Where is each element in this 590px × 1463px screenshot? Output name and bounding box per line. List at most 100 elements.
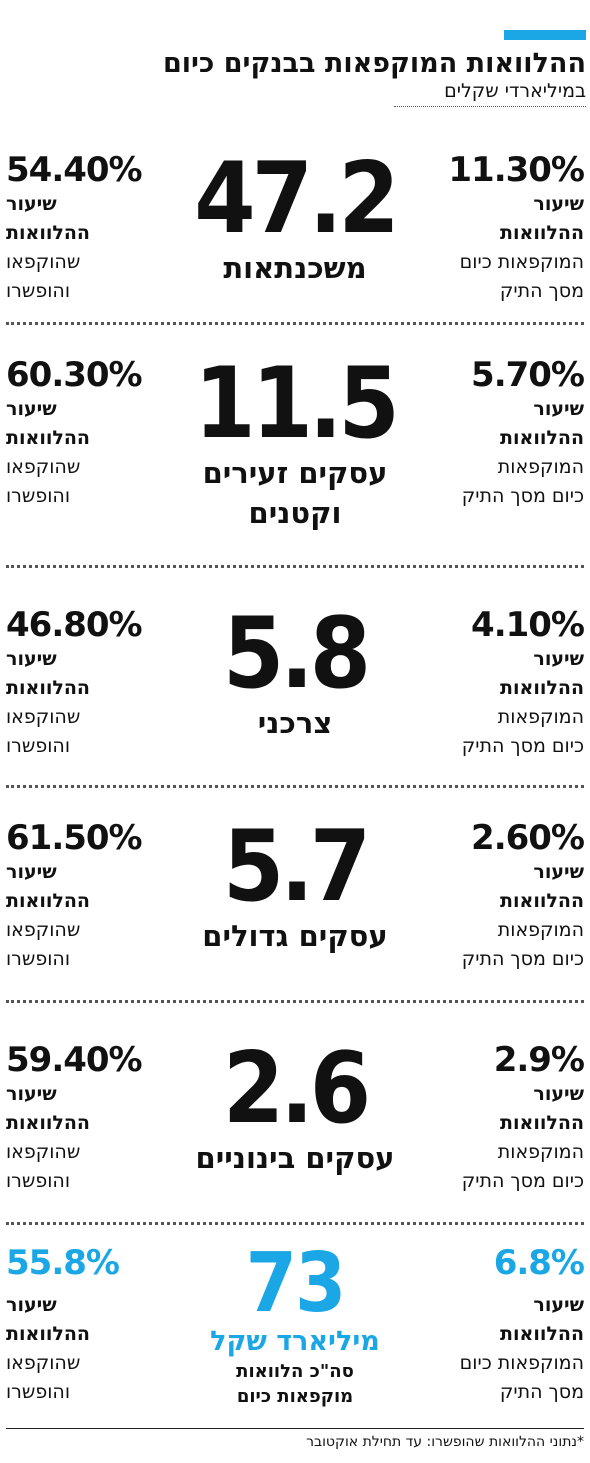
category-label-line: וקטנים [248,496,342,530]
frozen-released-share: 54.40% שיעור ההלוואות שהוקפאו והופשרו [6,150,181,306]
frozen-released-label-bold: ההלוואות [6,677,90,699]
category-label-line: עסקים זעירים [202,456,388,490]
title-divider [394,106,586,107]
footer-divider [6,1428,584,1429]
current-frozen-label-text: מסך התיק [499,1381,584,1403]
category-total: 2.6 עסקים בינוניים [190,1040,400,1178]
current-frozen-label-bold: שיעור [533,1083,584,1105]
frozen-released-percent: 46.80% [6,605,143,645]
frozen-released-share: 60.30% שיעור ההלוואות שהוקפאו והופשרו [6,355,181,511]
frozen-released-label-text: והופשרו [6,485,70,507]
current-frozen-label: שיעור ההלוואות המוקפאות כיום מסך התיק [409,645,584,761]
current-frozen-label-bold: שיעור [533,648,584,670]
category-caption-line: סה"כ הלוואות [236,1361,354,1382]
frozen-released-label: שיעור ההלוואות שהוקפאו והופשרו [6,1080,181,1196]
current-frozen-share: 4.10% שיעור ההלוואות המוקפאות כיום מסך התיק [409,605,585,761]
frozen-released-label-text: והופשרו [6,1170,70,1192]
current-frozen-label-bold: ההלוואות [500,427,584,449]
category-label: עסקים זעירים וקטנים [190,453,400,533]
current-frozen-label-text: המוקפאות [497,919,584,941]
current-frozen-label-text: כיום מסך התיק [461,948,584,970]
category-label: עסקים בינוניים [195,1141,395,1175]
category-value: 2.6 [222,1032,371,1146]
frozen-released-label: שיעור ההלוואות שהוקפאו והופשרו [6,190,181,306]
category-value: 73 [245,1236,347,1331]
current-frozen-label: שיעור ההלוואות המוקפאות כיום מסך התיק [409,395,584,511]
frozen-released-label-bold: ההלוואות [6,1323,90,1345]
frozen-released-label-text: שהוקפאו [6,1352,81,1374]
frozen-released-label-bold: שיעור [6,648,57,670]
current-frozen-label-text: כיום מסך התיק [461,735,584,757]
frozen-released-percent: 60.30% [6,355,143,395]
current-frozen-label-bold: ההלוואות [500,1323,584,1345]
current-frozen-percent: 2.60% [471,818,585,858]
current-frozen-percent: 4.10% [471,605,585,645]
frozen-released-percent: 54.40% [6,150,143,190]
category-value: 11.5 [194,347,400,461]
current-frozen-label-bold: שיעור [533,193,584,215]
category-caption-line: מוקפאות כיום [236,1386,354,1407]
category-label: צרכני [257,706,333,740]
current-frozen-label-text: המוקפאות כיום [459,1352,584,1374]
current-frozen-label: שיעור ההלוואות המוקפאות כיום מסך התיק [409,1080,584,1196]
current-frozen-share: 6.8% שיעור ההלוואות המוקפאות כיום מסך התיק [409,1243,585,1407]
chart-subtitle: במיליארדי שקלים [444,80,586,102]
category-value: 47.2 [194,142,400,256]
category-label: עסקים גדולים [202,919,388,953]
current-frozen-label-bold: שיעור [533,1294,584,1316]
category-label: מיליארד שקל [210,1326,380,1357]
frozen-released-label-text: והופשרו [6,1381,70,1403]
current-frozen-label-bold: ההלוואות [500,1112,584,1134]
current-frozen-label-text: המוקפאות [497,456,584,478]
frozen-released-label-text: והופשרו [6,948,70,970]
frozen-released-label-text: שהוקפאו [6,919,81,941]
chart-title: ההלוואות המוקפאות בבנקים כיום [162,48,586,79]
current-frozen-label-text: המוקפאות כיום [459,251,584,273]
accent-bar [504,30,586,40]
frozen-released-share: 59.40% שיעור ההלוואות שהוקפאו והופשרו [6,1040,181,1196]
current-frozen-percent: 6.8% [493,1243,585,1283]
row-divider [6,785,584,788]
frozen-released-label-bold: ההלוואות [6,890,90,912]
frozen-released-label-text: והופשרו [6,735,70,757]
category-total: 5.7 עסקים גדולים [190,818,400,956]
current-frozen-label-text: המוקפאות [497,1141,584,1163]
frozen-released-label-bold: ההלוואות [6,427,90,449]
footnote: *נתוני ההלוואות שהופשרו: עד תחילת אוקטוב… [306,1434,584,1450]
current-frozen-share: 2.9% שיעור ההלוואות המוקפאות כיום מסך התיק [409,1040,585,1196]
frozen-released-share: 46.80% שיעור ההלוואות שהוקפאו והופשרו [6,605,181,761]
frozen-released-percent: 61.50% [6,818,143,858]
frozen-released-label-text: והופשרו [6,280,70,302]
frozen-released-label-bold: שיעור [6,193,57,215]
frozen-released-percent: 55.8% [6,1243,120,1283]
current-frozen-share: 5.70% שיעור ההלוואות המוקפאות כיום מסך התיק [409,355,585,511]
frozen-released-label-bold: שיעור [6,861,57,883]
frozen-released-label-text: שהוקפאו [6,706,81,728]
category-value: 5.8 [222,597,371,711]
current-frozen-percent: 11.30% [448,150,585,190]
frozen-released-label: שיעור ההלוואות שהוקפאו והופשרו [6,645,181,761]
category-value: 5.7 [222,810,371,924]
current-frozen-label-bold: ההלוואות [500,890,584,912]
category-total: 5.8 צרכני [190,605,400,743]
frozen-released-label-text: שהוקפאו [6,251,81,273]
frozen-released-label-bold: ההלוואות [6,1112,90,1134]
category-total: 11.5 עסקים זעירים וקטנים [190,355,400,533]
current-frozen-label-text: המוקפאות [497,706,584,728]
frozen-released-label-bold: ההלוואות [6,222,90,244]
row-divider [6,1222,584,1225]
current-frozen-label-bold: שיעור [533,398,584,420]
current-frozen-percent: 5.70% [471,355,585,395]
row-divider [6,322,584,325]
frozen-released-label: שיעור ההלוואות שהוקפאו והופשרו [6,858,181,974]
current-frozen-label: שיעור ההלוואות המוקפאות כיום מסך התיק [409,190,584,306]
current-frozen-label-bold: שיעור [533,861,584,883]
row-divider [6,565,584,568]
frozen-released-share: 61.50% שיעור ההלוואות שהוקפאו והופשרו [6,818,181,974]
category-caption: סה"כ הלוואות מוקפאות כיום [190,1359,400,1409]
current-frozen-label-text: כיום מסך התיק [461,485,584,507]
frozen-released-percent: 59.40% [6,1040,143,1080]
current-frozen-share: 2.60% שיעור ההלוואות המוקפאות כיום מסך התיק [409,818,585,974]
frozen-released-label-bold: שיעור [6,398,57,420]
